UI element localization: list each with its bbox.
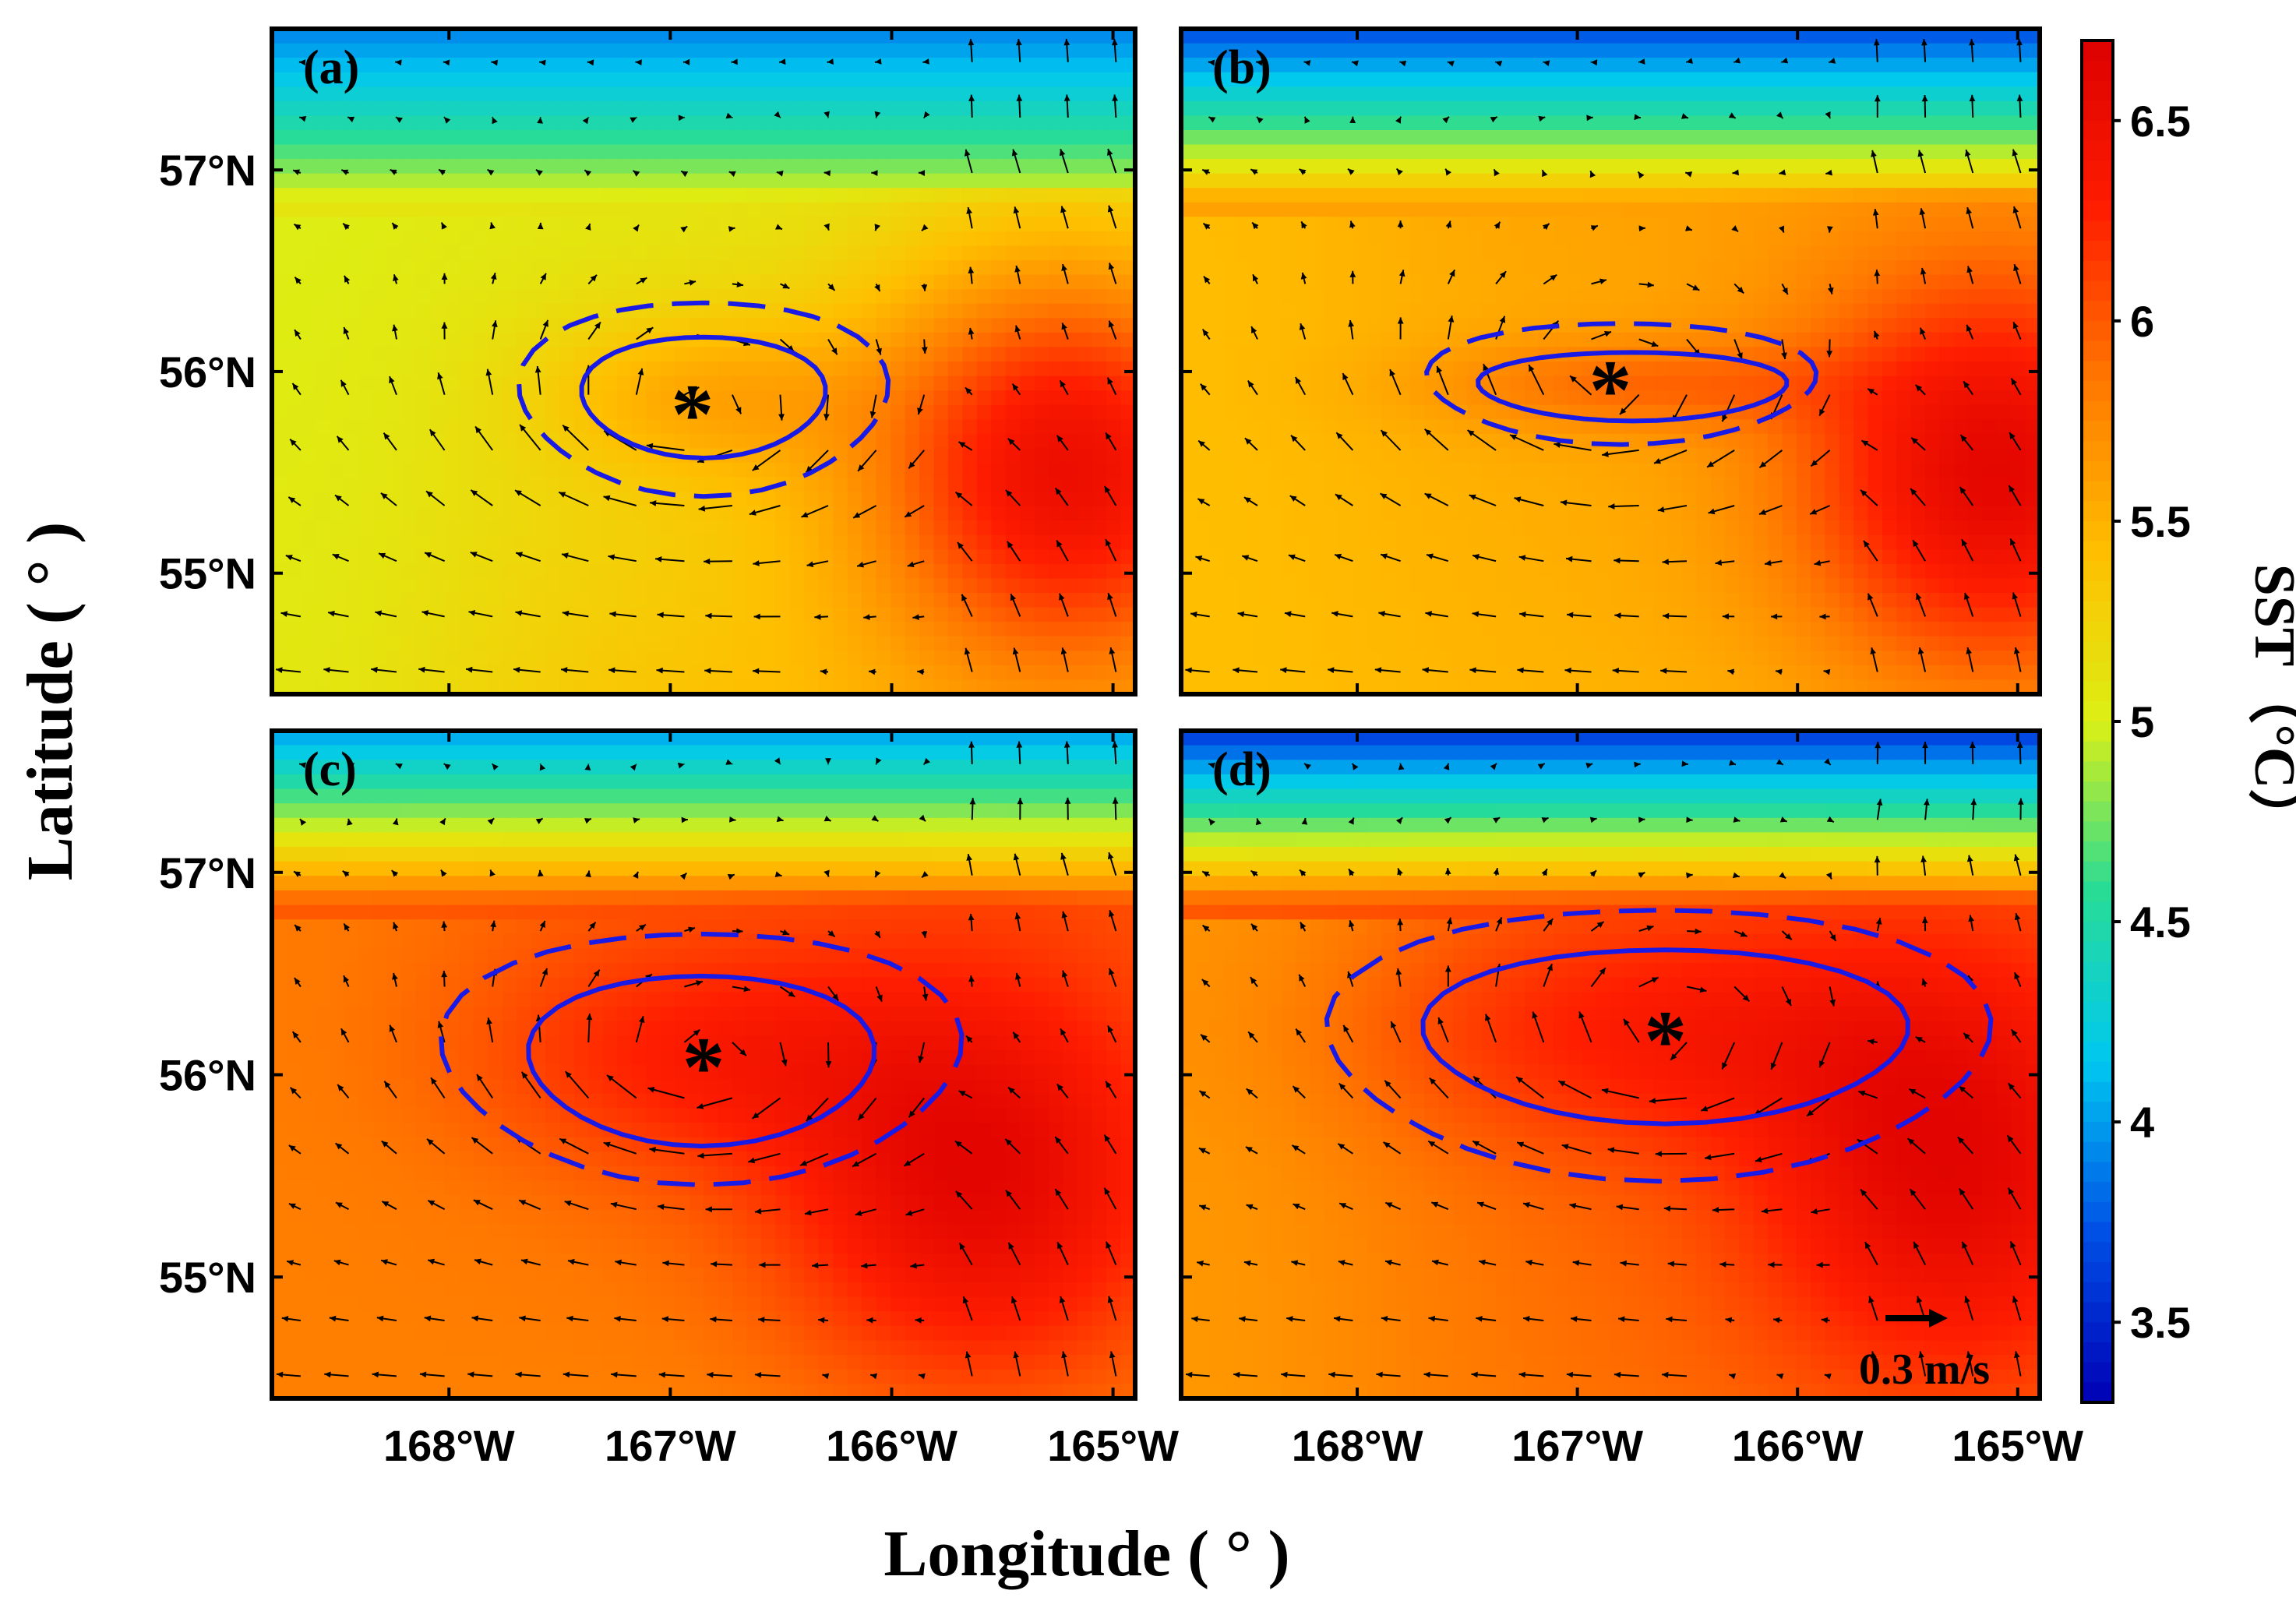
panel-frame [1179, 26, 2042, 696]
map-panels: * (a) 57°N 56°N 55°N * (b) * (c) 168°W 167°W 166°W 1… [159, 26, 2083, 1470]
y-axis-title: Latitude ( ° ) [14, 522, 86, 881]
vector-scale-label: 0.3 m/s [1859, 1345, 1990, 1394]
lon-tick-label: 166°W [826, 1421, 958, 1470]
outer-contour [516, 300, 891, 499]
colorbar-tick-label: 6.5 [2130, 97, 2191, 146]
x-axis-title: Longitude ( ° ) [883, 1518, 1289, 1590]
lon-tick-label: 168°W [1292, 1421, 1423, 1470]
panel-label: (d) [1212, 743, 1271, 796]
lon-tick-label: 167°W [605, 1421, 736, 1470]
outer-contour [1424, 321, 1819, 447]
lon-tick-label: 167°W [1511, 1421, 1643, 1470]
eddy-center-marker: * [682, 1020, 725, 1115]
lon-tick-label: 166°W [1732, 1421, 1864, 1470]
current-vectors [276, 38, 1118, 675]
current-vectors [1185, 38, 2023, 675]
eddy-center-marker: * [1589, 343, 1632, 438]
sst-field [1181, 731, 2040, 1398]
colorbar-tick-label: 4.5 [2130, 897, 2191, 947]
lat-tick-label: 55°N [159, 1253, 256, 1302]
lat-tick-label: 56°N [159, 347, 256, 397]
outer-contour [438, 931, 965, 1188]
panel-a: * (a) 57°N 56°N 55°N [159, 26, 1137, 696]
current-vectors [276, 741, 1119, 1380]
panel-c: * (c) 168°W 167°W 166°W 165°W 57°N 56°N 55°N [159, 728, 1179, 1470]
lon-tick-label: 165°W [1047, 1421, 1179, 1470]
lon-tick-label: 168°W [383, 1421, 515, 1470]
colorbar-tick-label: 5.5 [2130, 497, 2191, 546]
inner-contour [1476, 350, 1790, 424]
inner-contour [526, 973, 877, 1149]
lat-tick-label: 55°N [159, 549, 256, 598]
colorbar-tick-label: 4 [2130, 1098, 2154, 1147]
eddy-contours [1424, 321, 1819, 447]
lat-tick-label: 56°N [159, 1051, 256, 1100]
eddy-contours [438, 931, 965, 1188]
colorbar: 3.5 4 4.5 5 5.5 6 6.5 [2080, 39, 2191, 1404]
inner-contour [579, 334, 828, 461]
inner-contour [1420, 947, 1910, 1127]
sst-field [272, 731, 1135, 1398]
panel-label: (c) [303, 743, 357, 796]
outer-contour [1324, 908, 1994, 1184]
panel-b: * (b) [1179, 26, 2042, 696]
eddy-center-marker: * [671, 367, 714, 462]
lon-tick-label: 165°W [1952, 1421, 2083, 1470]
panel-frame [1179, 728, 2042, 1401]
panel-label: (b) [1212, 41, 1271, 94]
sst-field [272, 29, 1135, 694]
panel-d: * (d) 168°W 167°W 166°W 165°W 0.3 m/s [1179, 728, 2083, 1470]
eddy-contours [516, 300, 891, 499]
colorbar-tick-label: 3.5 [2130, 1298, 2191, 1347]
panel-label: (a) [303, 41, 359, 94]
colorbar-tick-label: 5 [2130, 697, 2154, 746]
panel-frame [270, 728, 1137, 1401]
colorbar-title: SST（°C） [2242, 564, 2296, 847]
lat-tick-label: 57°N [159, 146, 256, 195]
lat-tick-label: 57°N [159, 848, 256, 897]
panel-frame [270, 26, 1137, 696]
vector-scale: 0.3 m/s [1859, 1309, 1990, 1394]
eddy-center-marker: * [1644, 993, 1687, 1088]
colorbar-tick-label: 6 [2130, 297, 2154, 346]
eddy-contours [1324, 908, 1994, 1184]
